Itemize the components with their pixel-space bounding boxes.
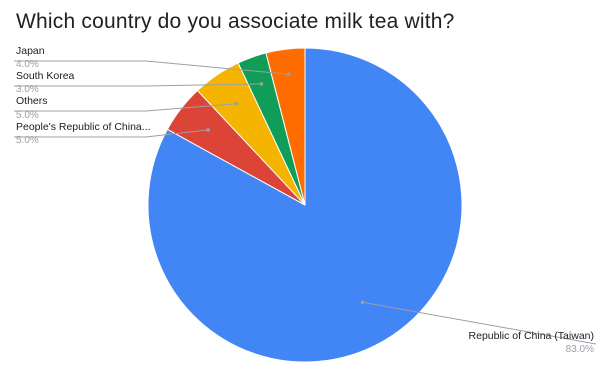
chart-title: Which country do you associate milk tea …	[16, 10, 455, 33]
slice-percent-label: 5.0%	[16, 135, 39, 146]
callout-dot	[259, 82, 264, 86]
slice-percent-label: 83.0%	[566, 344, 594, 355]
slice-label: Republic of China (Taiwan)	[469, 330, 594, 342]
pie-slice-japan	[265, 47, 306, 206]
callout-line	[14, 83, 262, 87]
callout-line	[14, 60, 289, 75]
slice-percent-label: 5.0%	[16, 110, 39, 121]
slice-label: South Korea	[16, 70, 75, 82]
slice-label: People's Republic of China...	[16, 121, 151, 133]
slice-label: Others	[16, 95, 48, 107]
callout-line	[362, 301, 597, 345]
callout-line	[14, 103, 237, 112]
slice-percent-label: 3.0%	[16, 84, 39, 95]
slice-label: Japan	[16, 45, 45, 57]
callout-line	[14, 129, 209, 138]
slice-percent-label: 4.0%	[16, 59, 39, 70]
